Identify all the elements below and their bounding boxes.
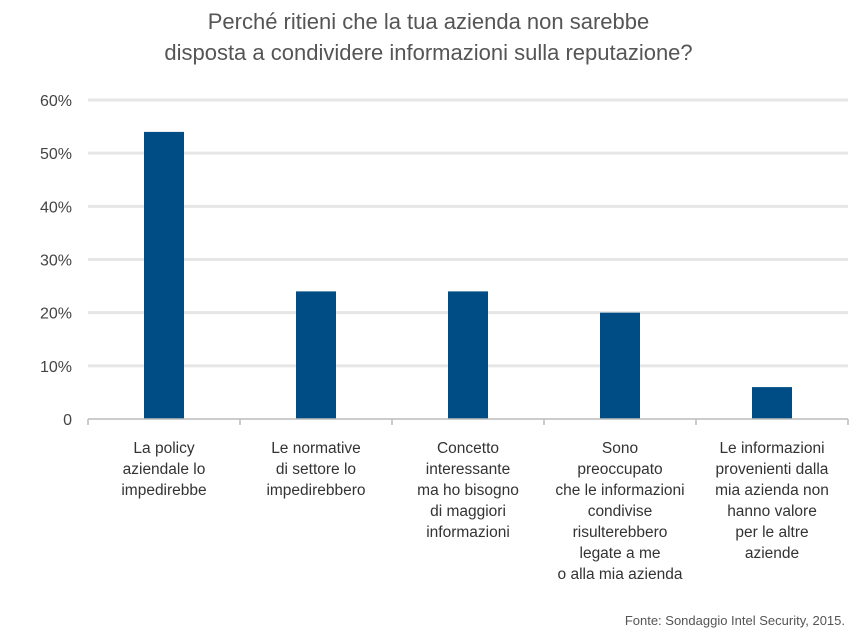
bar xyxy=(448,291,488,419)
x-tick-label-line: aziendale lo xyxy=(122,461,206,478)
x-tick-label: Le informazioni provenienti dalla mia azie… xyxy=(697,438,847,564)
x-tick-label-line: di settore lo xyxy=(275,461,357,478)
x-tick-label: La policy aziendale lo impedirebbe xyxy=(89,438,239,501)
y-tick-label: 30% xyxy=(40,253,72,270)
x-tick-label-line: mia azienda non xyxy=(715,482,829,499)
x-tick-label: Sono preoccupato che le informazioni condiv… xyxy=(545,438,695,585)
x-tick-label: Concetto interessante ma ho bisogno di magg… xyxy=(393,438,543,543)
x-tick-label-line: condivise xyxy=(587,503,653,520)
y-tick-label: 0 xyxy=(63,412,72,429)
chart-title-line-2: disposta a condividere informazioni sull… xyxy=(164,40,693,65)
x-tick-label-line: Le normative xyxy=(271,440,361,457)
x-tick-label-line: Sono xyxy=(601,440,639,457)
x-tick-label-line: Le informazioni xyxy=(719,440,825,457)
x-tick-label: Le normative di settore lo impedirebbero xyxy=(241,438,391,501)
x-tick-label-line: legate a me xyxy=(579,545,661,562)
y-tick-label: 40% xyxy=(40,199,72,216)
x-tick-label-line: La policy xyxy=(133,440,195,457)
x-tick-label-line: per le altre xyxy=(735,524,809,541)
x-tick-label-line: informazioni xyxy=(426,524,510,541)
x-tick-label-line: Concetto xyxy=(436,440,500,457)
x-tick-label-line: preoccupato xyxy=(577,461,663,478)
x-tick-label-line: hanno valore xyxy=(727,503,817,520)
x-tick-label-line: risulterebbero xyxy=(572,524,668,541)
x-tick-label-line: provenienti dalla xyxy=(715,461,829,478)
chart-title-line-1: Perché ritieni che la tua azienda non sa… xyxy=(207,9,650,34)
y-tick-label: 60% xyxy=(40,93,72,110)
bar xyxy=(752,387,792,419)
chart-title: Perché ritieni che la tua azienda non sa… xyxy=(0,6,857,68)
x-tick-label-line: o alla mia azienda xyxy=(557,566,683,583)
x-tick-label-line: ma ho bisogno xyxy=(417,482,519,499)
y-tick-label: 50% xyxy=(40,146,72,163)
x-tick-label-line: aziende xyxy=(744,545,800,562)
bar xyxy=(296,291,336,419)
bar xyxy=(144,131,184,419)
y-tick-label: 20% xyxy=(40,306,72,323)
bar xyxy=(600,312,640,419)
x-tick-label-line: di maggiori xyxy=(430,503,506,520)
source-note: Fonte: Sondaggio Intel Security, 2015. xyxy=(624,613,845,628)
x-tick-label-line: impedirebbero xyxy=(266,482,366,499)
x-tick-label-line: impedirebbe xyxy=(121,482,207,499)
x-tick-label-line: interessante xyxy=(425,461,511,478)
x-tick-label-line: che le informazioni xyxy=(555,482,685,499)
y-tick-label: 10% xyxy=(40,359,72,376)
